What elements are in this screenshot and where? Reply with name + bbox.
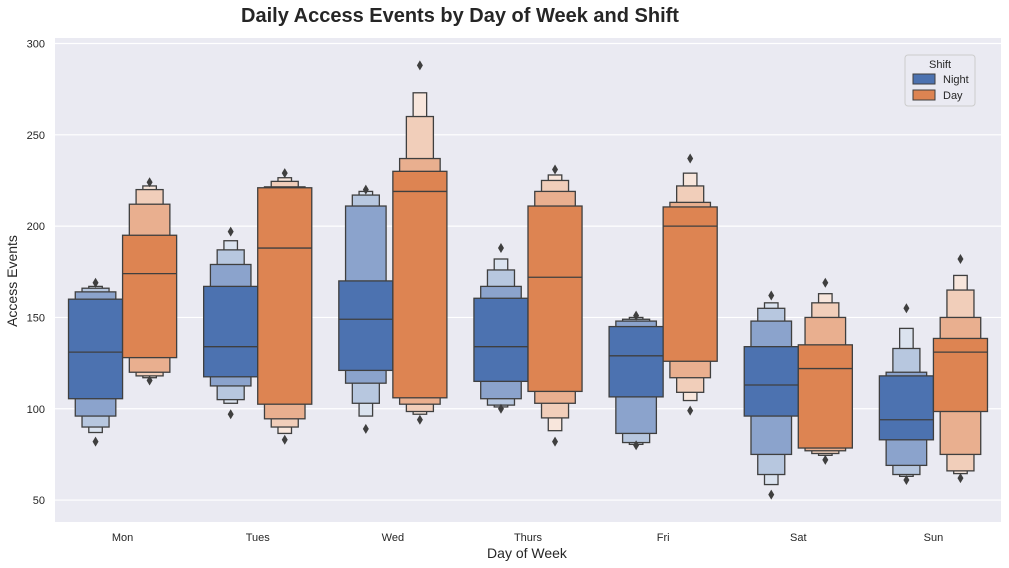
- y-axis-label: Access Events: [4, 235, 20, 327]
- boxen-level-box: [878, 375, 935, 441]
- chart-title: Daily Access Events by Day of Week and S…: [241, 5, 679, 27]
- y-tick-label: 200: [27, 221, 45, 233]
- outlier-point: [903, 474, 910, 485]
- y-tick-label: 50: [33, 495, 45, 507]
- x-tick-label: Sat: [790, 532, 807, 544]
- x-tick-label: Thurs: [514, 532, 543, 544]
- x-tick-label: Fri: [657, 532, 670, 544]
- outlier-point: [768, 489, 775, 500]
- x-axis-ticks: Mon Tues Wed Thurs Fri Sat Sun: [112, 532, 943, 544]
- boxen-level-box: [797, 344, 853, 449]
- y-tick-label: 250: [27, 130, 45, 142]
- outlier-point: [687, 405, 694, 416]
- boxen-level-box: [932, 337, 989, 413]
- outlier-point: [957, 473, 964, 484]
- outlier-point: [552, 164, 559, 175]
- outlier-point: [957, 253, 964, 264]
- outlier-point: [768, 290, 775, 301]
- outlier-point: [497, 403, 504, 414]
- x-axis-label: Day of Week: [487, 545, 568, 561]
- boxen-day-wed: [392, 60, 448, 425]
- boxen-level-box: [338, 280, 394, 372]
- outlier-point: [497, 243, 504, 254]
- x-tick-label: Sun: [924, 532, 944, 544]
- boxen-level-box: [473, 297, 529, 383]
- outlier-point: [362, 184, 369, 195]
- legend-label-night: Night: [943, 74, 969, 86]
- x-tick-label: Wed: [382, 532, 404, 544]
- boxen-night-thurs: [473, 243, 529, 414]
- outlier-point: [687, 153, 694, 164]
- boxen-level-box: [608, 325, 664, 398]
- outlier-point: [552, 436, 559, 447]
- boxen-day-sun: [932, 253, 989, 484]
- outlier-point: [633, 440, 640, 451]
- boxen-level-box: [743, 346, 799, 417]
- boxen-night-fri: [608, 310, 664, 451]
- outlier-point: [416, 60, 423, 71]
- y-tick-label: 100: [27, 404, 45, 416]
- boxen-day-fri: [662, 153, 718, 416]
- outlier-point: [281, 168, 288, 179]
- boxen-day-sat: [797, 277, 853, 465]
- outlier-point: [227, 226, 234, 237]
- y-tick-label: 300: [27, 38, 45, 50]
- outlier-point: [822, 277, 829, 288]
- boxen-night-sat: [743, 290, 799, 500]
- outlier-point: [92, 277, 99, 288]
- outlier-point: [281, 434, 288, 445]
- legend: Shift Night Day: [904, 54, 976, 107]
- outlier-point: [146, 177, 153, 188]
- boxen-level-box: [121, 234, 178, 359]
- outlier-point: [146, 375, 153, 386]
- x-tick-label: Tues: [246, 532, 271, 544]
- legend-swatch-night: [912, 73, 936, 85]
- legend-title: Shift: [929, 59, 951, 71]
- y-tick-label: 150: [27, 312, 45, 324]
- outlier-point: [362, 423, 369, 434]
- boxen-level-box: [257, 187, 313, 405]
- outlier-point: [903, 303, 910, 314]
- boxen-level-box: [392, 170, 448, 399]
- outlier-point: [822, 454, 829, 465]
- boxen-day-thurs: [527, 164, 583, 447]
- outlier-point: [416, 414, 423, 425]
- y-axis-ticks: 50 100 150 200 250 300: [27, 38, 45, 507]
- outlier-point: [633, 310, 640, 321]
- x-tick-label: Mon: [112, 532, 133, 544]
- boxen-level-box: [203, 285, 259, 378]
- boxen-night-sun: [878, 303, 935, 485]
- boxen-level-box: [662, 206, 718, 362]
- boxen-night-tues: [203, 226, 259, 420]
- boxen-night-mon: [67, 277, 124, 447]
- boxen-level-box: [67, 298, 124, 400]
- boxen-level-box: [527, 205, 583, 393]
- outlier-point: [227, 409, 234, 420]
- legend-label-day: Day: [943, 90, 963, 102]
- boxen-night-wed: [338, 184, 394, 434]
- boxen-series: [67, 60, 989, 500]
- legend-swatch-day: [912, 89, 936, 101]
- boxen-day-tues: [257, 168, 313, 445]
- outlier-point: [92, 436, 99, 447]
- boxen-day-mon: [121, 177, 178, 386]
